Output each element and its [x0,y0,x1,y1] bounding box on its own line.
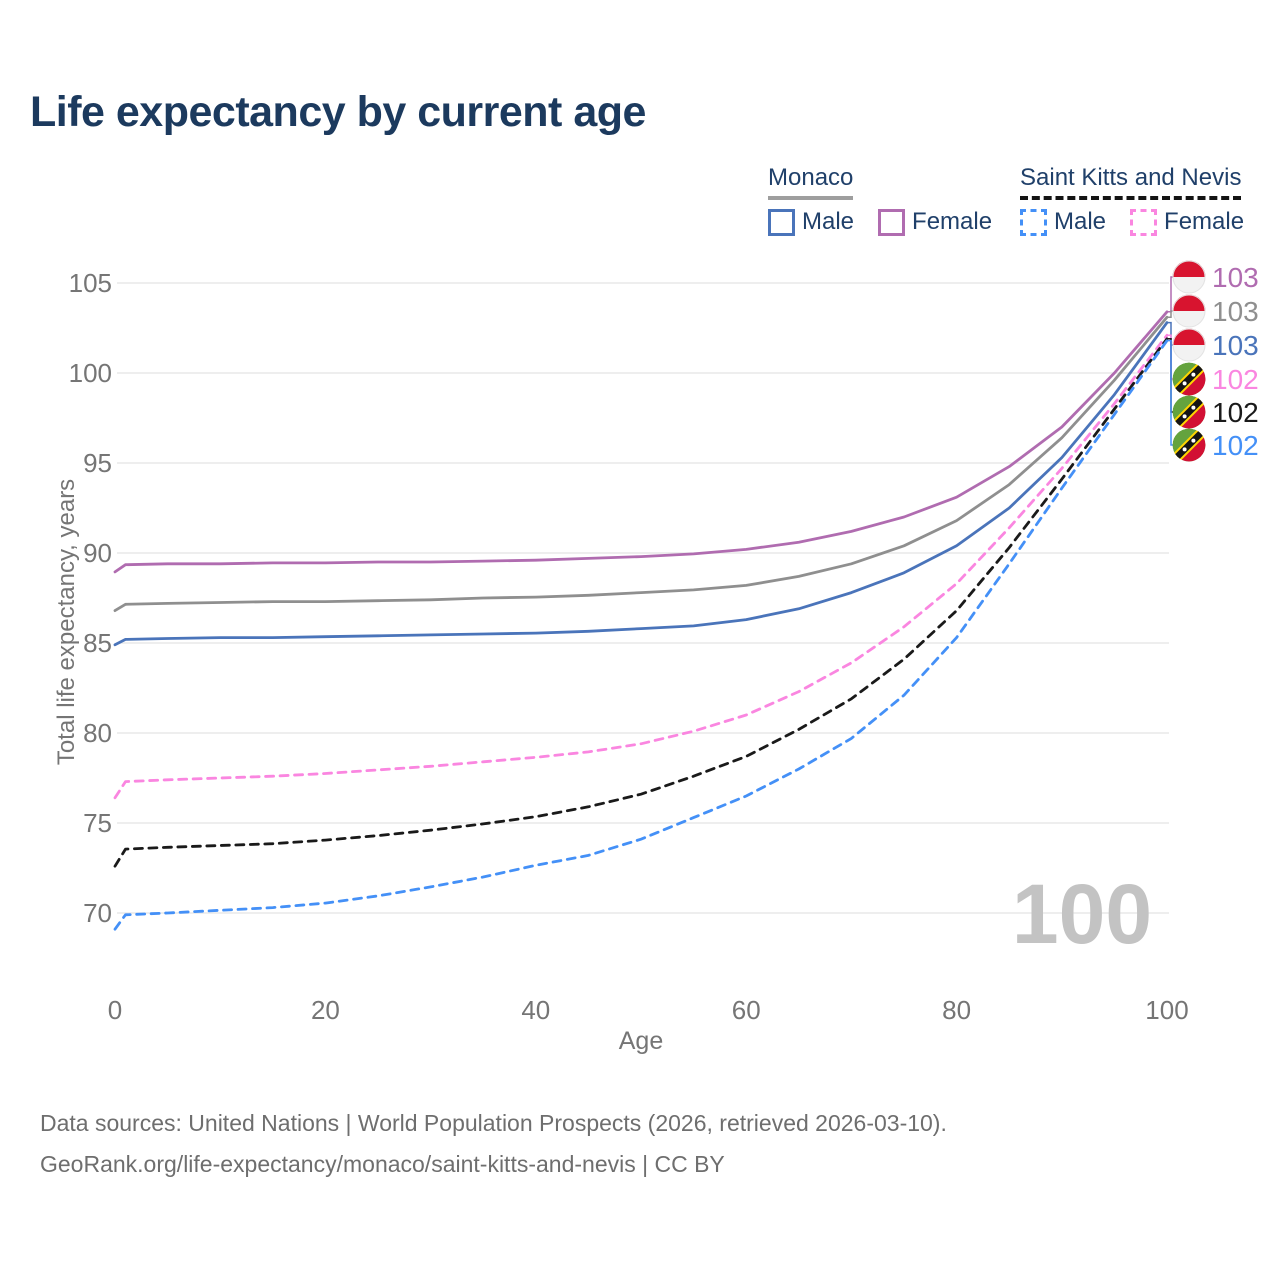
footer-data-sources: Data sources: United Nations | World Pop… [40,1110,947,1136]
x-tick-label-100: 100 [1145,995,1188,1025]
skn-male-swatch-icon [1020,208,1047,236]
legend-group-monaco: Monaco Male Female [768,164,992,236]
y-tick-label-85: 85 [83,628,112,658]
legend-item-skn-female[interactable]: Female [1130,208,1244,236]
legend-label-skn-male: Male [1054,208,1107,235]
series-line-monaco-both[interactable] [113,315,1169,612]
callout-value-monaco-female: 103 [1212,262,1259,293]
monaco-flag-icon [1172,260,1206,294]
monaco-flag-icon [1172,328,1206,362]
legend-item-monaco-female[interactable]: Female [878,208,992,236]
monaco-female-swatch-icon [878,208,906,236]
callout-value-skn-both: 102 [1212,397,1259,428]
legend-label-monaco-male: Male [802,208,855,235]
footer-attribution: GeoRank.org/life-expectancy/monaco/saint… [40,1151,725,1177]
y-axis-title: Total life expectancy, years [53,479,80,765]
x-axis-title: Age [619,1027,663,1055]
series-line-skn-female[interactable] [113,333,1169,800]
y-tick-label-80: 80 [83,718,112,748]
y-tick-label-105: 105 [69,268,112,298]
callout-leader-monaco-female [1167,276,1174,313]
y-tick-label-70: 70 [83,898,112,928]
x-tick-label-20: 20 [311,995,340,1025]
x-tick-label-60: 60 [732,995,761,1025]
saint-kitts-and-nevis-flag-icon [1173,363,1206,396]
y-tick-label-95: 95 [83,448,112,478]
callout-value-monaco-both: 103 [1212,296,1259,327]
series-line-skn-both[interactable] [113,337,1169,868]
legend-items-monaco: Male Female [768,208,992,236]
callout-value-skn-male: 102 [1212,430,1259,461]
x-tick-label-80: 80 [942,995,971,1025]
y-tick-label-90: 90 [83,538,112,568]
footer: Data sources: United Nations | World Pop… [40,1103,947,1185]
legend-country-saint-kitts-and-nevis[interactable]: Saint Kitts and Nevis [1020,164,1242,200]
series-line-skn-male[interactable] [113,339,1169,931]
monaco-male-swatch-icon [768,208,795,236]
x-tick-label-40: 40 [521,995,550,1025]
legend-label-monaco-female: Female [912,208,993,235]
callout-value-monaco-male: 103 [1212,330,1259,361]
series-line-monaco-male[interactable] [113,321,1169,647]
page-title: Life expectancy by current age [30,88,646,136]
legend-label-skn-female: Female [1164,208,1245,235]
skn-female-swatch-icon [1130,208,1158,236]
legend-country-monaco[interactable]: Monaco [768,164,854,200]
saint-kitts-and-nevis-flag-icon [1173,429,1206,462]
y-tick-label-100: 100 [69,358,112,388]
legend-items-saint-kitts-and-nevis: Male Female [1020,208,1244,236]
saint-kitts-and-nevis-flag-icon [1173,396,1206,429]
callout-value-skn-female: 102 [1212,364,1259,395]
x-tick-label-0: 0 [108,995,122,1025]
watermark-age-label: 100 [1012,867,1152,961]
legend-group-saint-kitts-and-nevis: Saint Kitts and Nevis Male Female [1020,164,1244,236]
series-line-monaco-female[interactable] [113,310,1169,574]
callout-leader-skn-male [1167,339,1174,446]
y-tick-label-75: 75 [83,808,112,838]
legend-item-monaco-male[interactable]: Male [768,208,854,236]
legend-item-skn-male[interactable]: Male [1020,208,1106,236]
monaco-flag-icon [1172,294,1206,328]
